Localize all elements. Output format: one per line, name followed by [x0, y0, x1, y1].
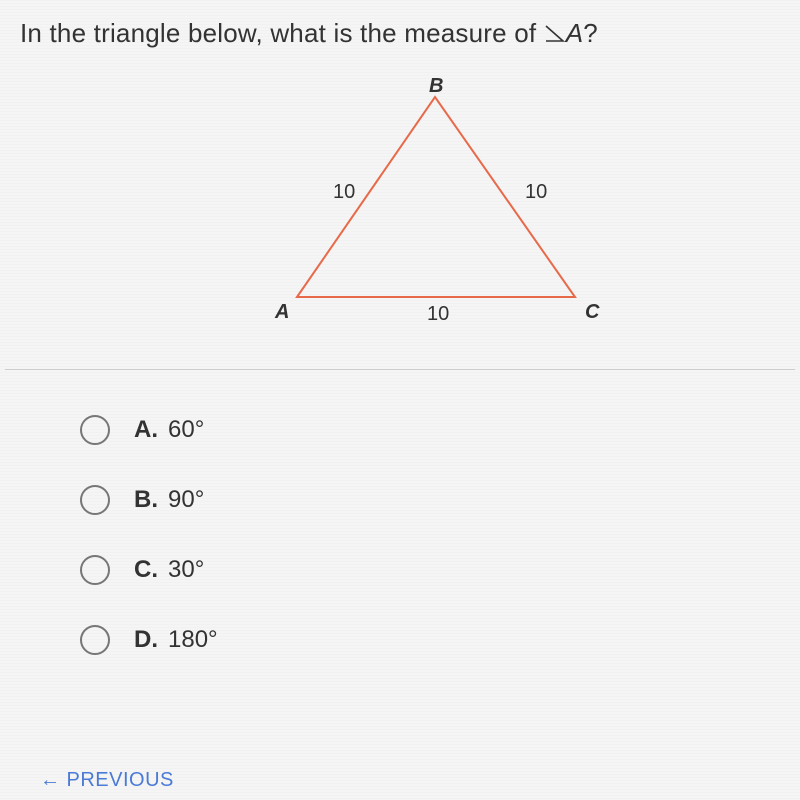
triangle-figure: A B C 10 10 10: [275, 79, 615, 329]
option-letter: B.: [134, 486, 158, 514]
option-d[interactable]: D. 180°: [80, 625, 800, 655]
side-label-ac: 10: [427, 303, 449, 326]
radio-icon[interactable]: [80, 415, 110, 445]
option-b[interactable]: B. 90°: [80, 485, 800, 515]
option-text: 180°: [168, 626, 218, 654]
option-letter: D.: [134, 626, 158, 654]
option-text: 60°: [168, 416, 204, 444]
angle-letter: A: [566, 18, 584, 48]
option-c[interactable]: C. 30°: [80, 555, 800, 585]
vertex-label-b: B: [429, 75, 443, 98]
option-text: 30°: [168, 556, 204, 584]
question-suffix: ?: [583, 18, 598, 48]
previous-label: PREVIOUS: [67, 769, 174, 791]
side-label-ab: 10: [333, 181, 355, 204]
angle-icon: [544, 22, 566, 44]
option-letter: C.: [134, 556, 158, 584]
answer-options: A. 60° B. 90° C. 30° D. 180°: [0, 370, 800, 655]
vertex-label-a: A: [275, 301, 289, 324]
radio-icon[interactable]: [80, 485, 110, 515]
vertex-label-c: C: [585, 301, 599, 324]
side-label-bc: 10: [525, 181, 547, 204]
arrow-left-icon: ←: [40, 769, 61, 791]
option-letter: A.: [134, 416, 158, 444]
option-a[interactable]: A. 60°: [80, 415, 800, 445]
radio-icon[interactable]: [80, 625, 110, 655]
question-prefix: In the triangle below, what is the measu…: [20, 18, 544, 48]
option-text: 90°: [168, 486, 204, 514]
question-text: In the triangle below, what is the measu…: [20, 18, 780, 49]
previous-button[interactable]: ← PREVIOUS: [40, 769, 174, 792]
radio-icon[interactable]: [80, 555, 110, 585]
